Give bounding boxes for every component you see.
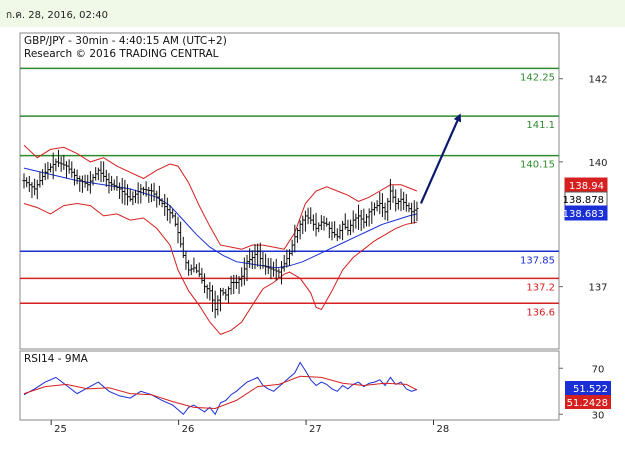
rsi-ma-line (23, 375, 418, 410)
price-tag-label: 138.683 (563, 209, 604, 220)
x-tick-label: 28 (436, 424, 449, 435)
y-tick-label: 140 (588, 158, 607, 169)
rsi-value-tag-box (565, 381, 611, 395)
rsi-panel-frame (19, 350, 560, 421)
timestamp-text: ก.ค. 28, 2016, 02:40 (6, 10, 108, 21)
level-label: 137.85 (520, 255, 555, 266)
price-y-axis: 142 140 137 (559, 75, 608, 294)
price-tag-label: 138.94 (569, 181, 604, 192)
rsi-ma-value-tag-label: 51.2428 (567, 398, 608, 409)
x-tick-label: 26 (182, 424, 195, 435)
price-panel: 142.25 141.1 140.15 137.85 137.2 136.6 GBP/JP… (19, 32, 560, 350)
rsi-y-axis: 70 30 (559, 364, 604, 421)
price-bar (415, 201, 419, 222)
rsi-panel: RSI14 - 9MA (19, 350, 560, 421)
level-label: 137.2 (526, 282, 555, 293)
level-label: 140.15 (520, 160, 555, 171)
projection-arrow (419, 113, 462, 204)
rsi-chart-title: RSI14 - 9MA (24, 353, 89, 365)
level-label: 136.6 (526, 307, 555, 318)
level-label: 142.25 (520, 72, 555, 83)
x-axis: 25 26 27 28 (50, 420, 449, 435)
y-tick-label: 142 (588, 75, 607, 86)
bollinger-upper-line (23, 144, 418, 250)
x-tick-label: 25 (54, 424, 67, 435)
moving-average-line (23, 167, 418, 269)
rsi-line (23, 361, 418, 416)
timestamp-bar: ก.ค. 28, 2016, 02:40 (0, 0, 625, 27)
rsi-value-tag-label: 51.522 (573, 384, 608, 395)
x-tick-label: 27 (309, 424, 322, 435)
price-panel-frame (19, 32, 560, 350)
rsi-ma-value-tag-box (565, 395, 611, 409)
price-tags: 138.94 138.878 138.683 (563, 177, 608, 221)
rsi-y-tick-label: 30 (592, 410, 605, 421)
y-tick-label: 137 (588, 283, 607, 294)
bollinger-lower-line (23, 202, 417, 335)
price-tag-label: 138.878 (563, 195, 604, 206)
level-label: 141.1 (526, 120, 555, 131)
price-chart-title: GBP/JPY - 30min - 4:40:15 AM (UTC+2) (24, 35, 227, 47)
price-chart-subtitle: Research © 2016 TRADING CENTRAL (24, 48, 219, 60)
price-tag-box (564, 205, 608, 221)
rsi-tags: 51.522 51.2428 (565, 381, 611, 409)
rsi-y-tick-label: 70 (592, 364, 605, 375)
